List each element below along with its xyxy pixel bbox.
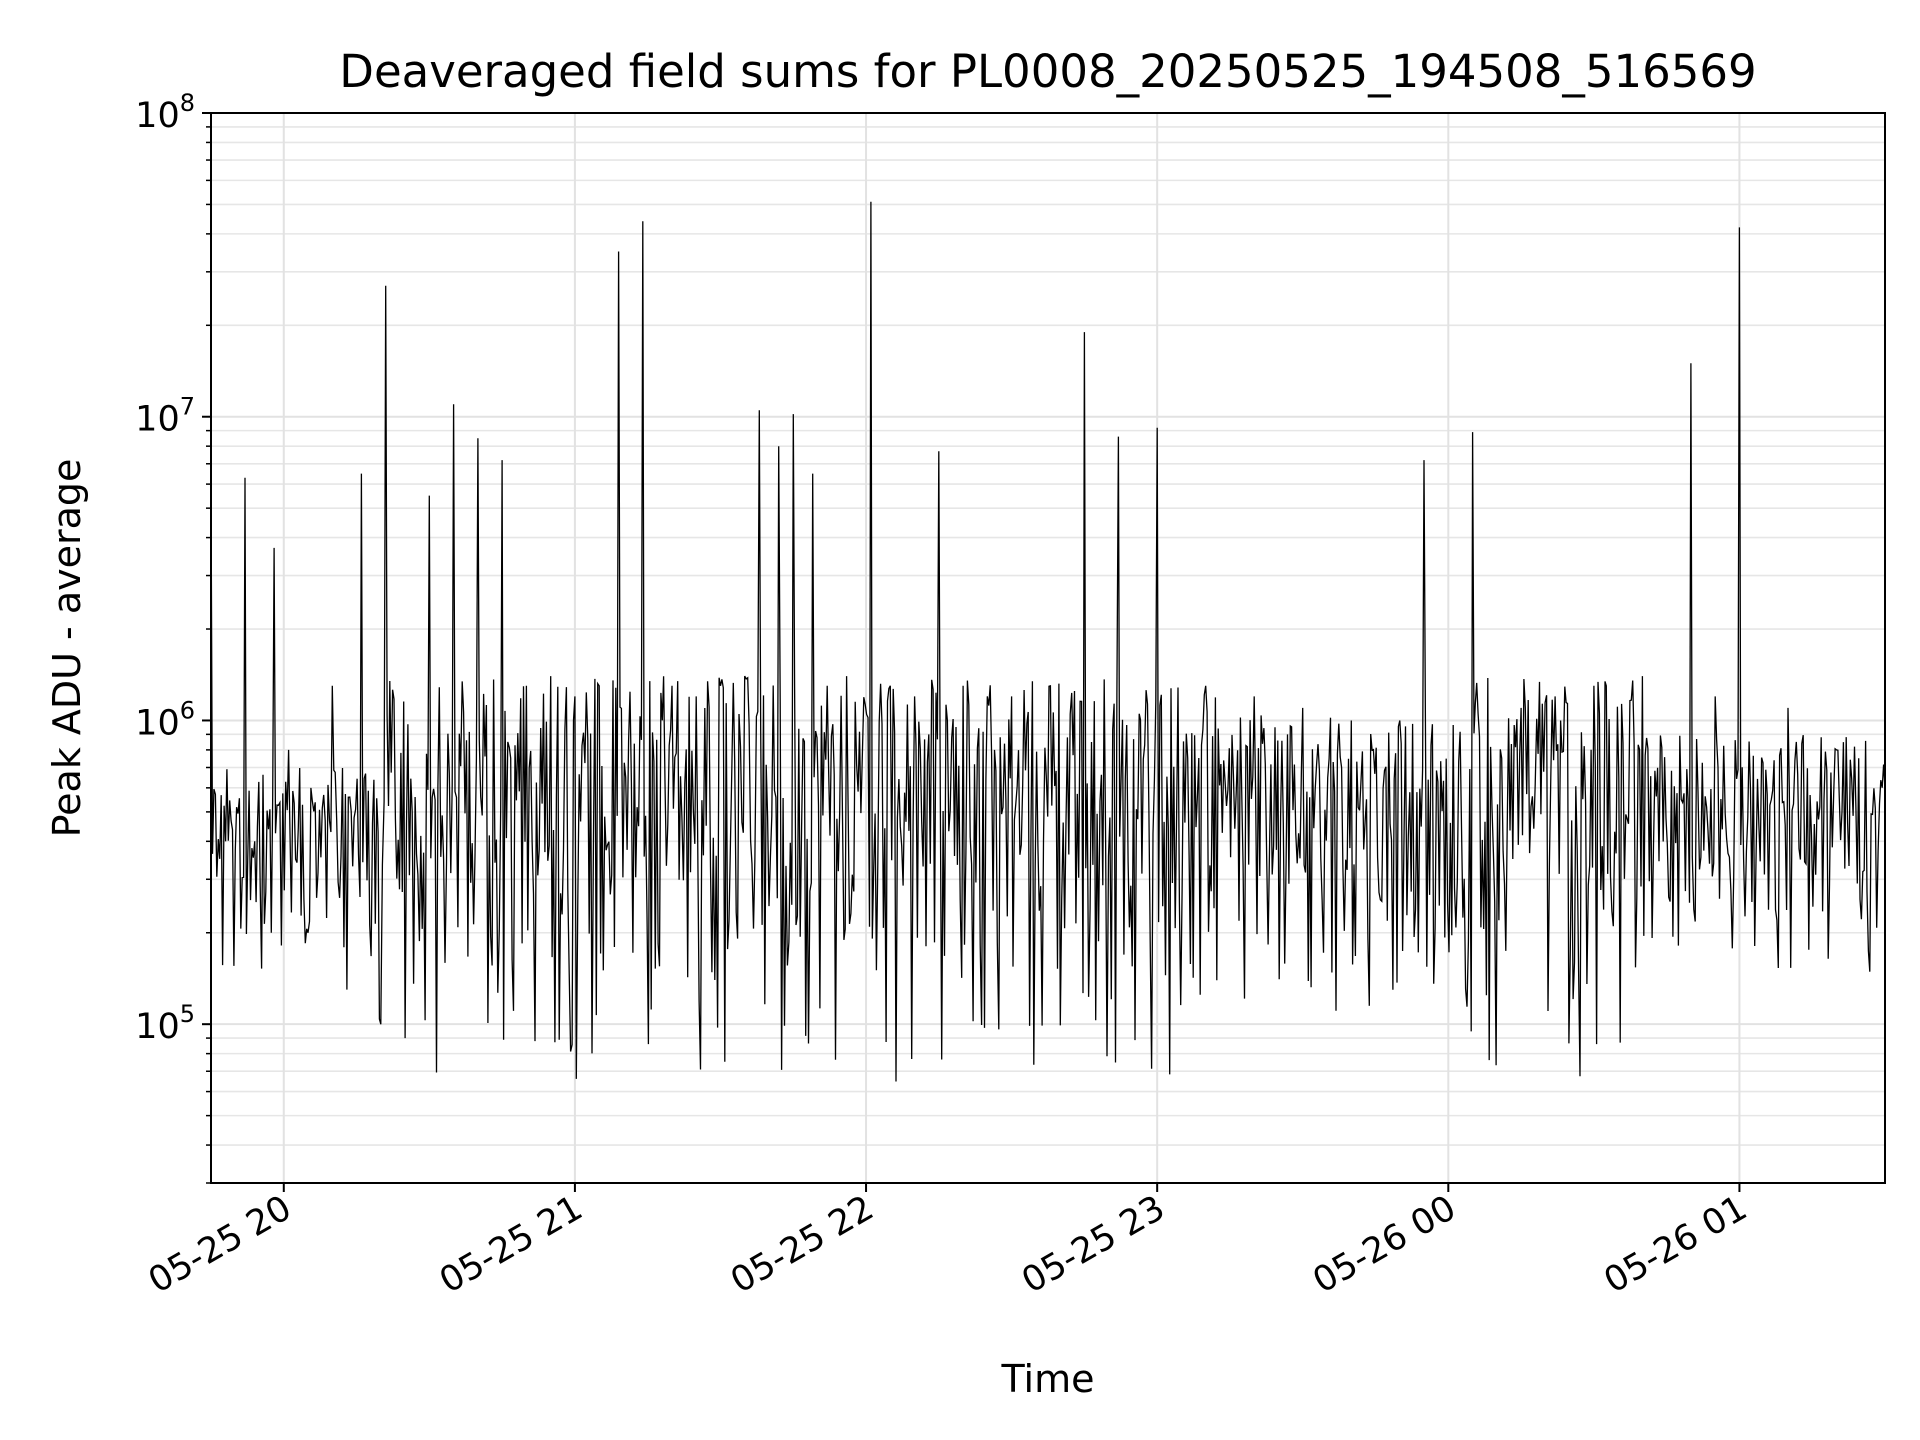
chart-title: Deaveraged field sums for PL0008_2025052…: [339, 45, 1756, 98]
x-tick-label: 05-25 21: [433, 1188, 589, 1301]
grid-lines: [211, 112, 1885, 1184]
y-tick-label: 106: [135, 696, 195, 743]
y-tick-label: 105: [135, 1000, 195, 1047]
x-tick-label: 05-25 22: [724, 1188, 880, 1301]
y-axis: 105 106 107 108: [135, 89, 211, 1184]
x-tick-label: 05-25 20: [142, 1188, 298, 1301]
x-tick-label: 05-25 23: [1015, 1188, 1171, 1301]
y-tick-label: 107: [135, 393, 195, 440]
x-axis-label: Time: [1001, 1357, 1095, 1401]
y-tick-label: 108: [135, 89, 195, 136]
y-axis-label: Peak ADU - average: [45, 459, 89, 838]
series-line: [210, 201, 1886, 1082]
x-tick-label: 05-26 01: [1598, 1188, 1754, 1301]
plot-frame: [210, 112, 1886, 1184]
x-tick-label: 05-26 00: [1307, 1188, 1463, 1301]
x-axis: 05-25 20 05-25 21 05-25 22 05-25 23 05-26 00…: [142, 1183, 1754, 1301]
